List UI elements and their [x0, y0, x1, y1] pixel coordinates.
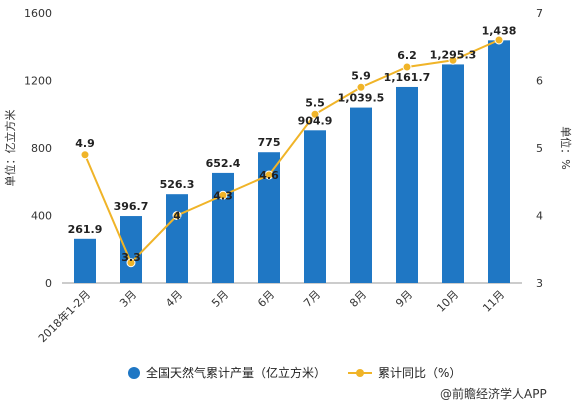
bar: [166, 194, 188, 283]
line-data-labels: 4.9 3.3 4 4.3 4.6 5.5 5.9 6.2: [75, 49, 417, 264]
right-axis-tick-label: 4: [536, 210, 543, 223]
trend-point: [264, 170, 274, 180]
source-credit: @前瞻经济学人APP: [440, 385, 547, 402]
line-data-label: 3.3: [121, 251, 141, 264]
left-axis-tick-label: 400: [31, 210, 52, 223]
bar-data-label: 904.9: [298, 114, 333, 127]
trend-points: [80, 35, 504, 268]
trend-point: [126, 258, 136, 268]
line-data-label: 4.9: [75, 137, 95, 150]
left-axis-tick-label: 1600: [24, 7, 52, 20]
x-axis-tick-label: 3月: [117, 288, 139, 310]
x-axis-tick-label: 4月: [163, 288, 185, 310]
bars: [74, 40, 510, 284]
x-axis-tick-label: 6月: [255, 288, 277, 310]
bar: [258, 152, 280, 283]
right-axis-tick-label: 5: [536, 142, 543, 155]
left-axis-ticks: 0 400 800 1200 1600: [24, 7, 52, 290]
legend-item-yoy[interactable]: 累计同比（%）: [348, 364, 461, 381]
left-axis-tick-label: 0: [45, 277, 52, 290]
bar-data-label: 1,161.7: [384, 71, 431, 84]
line-data-label: 4.3: [213, 189, 233, 202]
x-axis-tick-label: 7月: [301, 288, 323, 310]
trend-point: [448, 55, 458, 65]
bar: [488, 40, 510, 284]
trend-point: [80, 150, 90, 160]
legend-label-production: 全国天然气累计产量（亿立方米）: [146, 366, 327, 380]
right-axis-tick-label: 6: [536, 75, 543, 88]
line-data-label: 4: [173, 210, 181, 223]
bar: [304, 130, 326, 283]
trend-point: [402, 62, 412, 72]
bar-data-label: 1,039.5: [338, 92, 385, 105]
bar: [120, 216, 142, 283]
bar-data-labels: 261.9 396.7 526.3 652.4 775 904.9 1,039.5 1,161…: [68, 24, 517, 235]
bar: [212, 172, 234, 283]
trend-line: [84, 39, 500, 265]
bar-data-label: 652.4: [206, 157, 241, 170]
right-axis-ticks: 3 4 5 6 7: [536, 7, 543, 290]
bar: [442, 64, 464, 283]
bar-data-label: 396.7: [114, 200, 149, 213]
legend: 全国天然气累计产量（亿立方米） 累计同比（%）: [0, 360, 575, 386]
right-axis-title: 单位：%: [559, 126, 573, 169]
bar-data-label: 1,295.3: [430, 48, 477, 61]
line-data-label: 4.6: [259, 169, 279, 182]
trend-point: [494, 35, 504, 45]
trend-point: [218, 190, 228, 200]
line-data-label: 6.2: [397, 49, 417, 62]
line-data-label: 5.5: [305, 96, 325, 109]
chart: 0 400 800 1200 1600 3 4 5 6 7 261.9 396.7 526.3 652…: [3, 7, 573, 345]
bar-data-label: 775: [258, 136, 281, 149]
legend-label-yoy: 累计同比（%）: [378, 366, 462, 380]
x-axis-tick-label: 5月: [209, 288, 231, 310]
right-axis-tick-label: 7: [536, 7, 543, 20]
bar: [74, 238, 96, 283]
bar-data-label: 1,438: [482, 24, 517, 37]
source-text: @前瞻经济学人APP: [440, 387, 547, 401]
trend-point: [356, 82, 366, 92]
legend-line-swatch: [348, 367, 372, 379]
bar-data-label: 526.3: [160, 178, 195, 191]
legend-bar-swatch: [128, 367, 140, 379]
right-axis-tick-label: 3: [536, 277, 543, 290]
x-axis-tick-label: 11月: [480, 288, 507, 315]
x-axis-ticks: 2018年1-2月 3月 4月 5月 6月 7月 8月 9月 10月 11月: [35, 287, 507, 345]
trend-point: [172, 211, 182, 220]
x-axis-tick-label: 8月: [347, 288, 369, 310]
legend-item-production[interactable]: 全国天然气累计产量（亿立方米）: [128, 364, 326, 381]
bar: [396, 86, 418, 283]
bar-data-label: 261.9: [68, 223, 103, 236]
left-axis-title: 单位：亿立方米: [3, 110, 17, 187]
left-axis-tick-label: 800: [31, 142, 52, 155]
bar: [350, 107, 372, 283]
x-axis-tick-label: 9月: [393, 288, 415, 310]
x-axis-tick-label: 10月: [434, 288, 461, 315]
line-data-label: 5.9: [351, 69, 371, 82]
trend-point: [310, 109, 320, 119]
x-axis-tick-label: 2018年1-2月: [35, 287, 93, 345]
left-axis-tick-label: 1200: [24, 75, 52, 88]
